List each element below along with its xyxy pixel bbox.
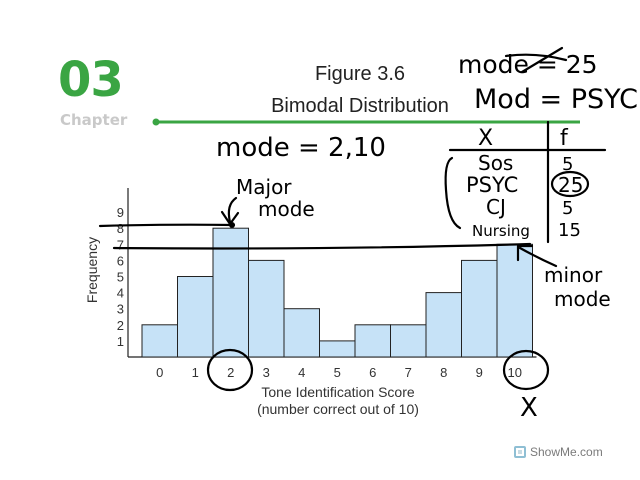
annotation-x-mark: X — [520, 393, 538, 423]
svg-text:Major: Major — [236, 175, 292, 199]
annotation-mode-values: mode = 2,10 — [216, 133, 386, 163]
svg-text:Sos: Sos — [478, 151, 513, 175]
minor-mode-arrowhead — [516, 244, 534, 262]
x-tick-label: 4 — [298, 365, 305, 380]
x-tick-label: 7 — [405, 365, 412, 380]
major-mode-arrowhead — [220, 210, 240, 226]
y-tick-label: 7 — [117, 237, 124, 252]
svg-text:X: X — [478, 126, 493, 151]
table-brace — [444, 156, 462, 230]
svg-text:Nursing: Nursing — [472, 222, 530, 240]
chapter-label: Chapter — [60, 111, 128, 129]
y-tick-label: 8 — [117, 221, 124, 236]
showme-logo-icon — [514, 446, 526, 458]
bar-score-10 — [496, 243, 533, 358]
x-tick-label: 3 — [263, 365, 270, 380]
svg-text:f: f — [560, 126, 569, 151]
showme-label: ShowMe.com — [530, 445, 603, 459]
bar-score-6 — [354, 324, 391, 358]
bar-score-3 — [248, 259, 285, 358]
svg-text:5: 5 — [562, 154, 573, 175]
divider-dot — [152, 118, 160, 126]
x-tick-label: 9 — [476, 365, 483, 380]
strike-line-2 — [504, 53, 568, 62]
svg-text:CJ: CJ — [486, 195, 506, 219]
svg-text:PSYC: PSYC — [466, 173, 518, 197]
y-tick-label: 2 — [117, 318, 124, 333]
annotation-major-mode: Major mode — [220, 175, 315, 226]
bar-score-2 — [212, 227, 249, 358]
annotation-mode-psyc: Mod = PSYC — [474, 84, 638, 115]
major-mode-arrow — [227, 196, 238, 224]
svg-text:minor: minor — [544, 263, 603, 287]
minor-mode-line — [112, 242, 532, 250]
annotation-table: X f Sos 5 PSYC 25 CJ 5 Nursing 15 — [444, 120, 607, 244]
bar-score-7 — [390, 324, 427, 358]
svg-text:15: 15 — [558, 220, 581, 241]
bar-score-4 — [283, 308, 320, 358]
bar-score-9 — [461, 259, 498, 358]
x-tick-label: 5 — [334, 365, 341, 380]
minor-mode-arrow — [518, 246, 558, 268]
circled-psyc-count — [550, 170, 590, 198]
major-mode-line — [98, 223, 236, 228]
bar-score-5 — [319, 340, 356, 358]
x-tick-label: 8 — [440, 365, 447, 380]
circle-score-2 — [206, 348, 254, 392]
svg-text:mode: mode — [554, 287, 611, 311]
svg-text:5: 5 — [562, 198, 573, 219]
y-tick-label: 4 — [117, 286, 124, 301]
x-tick-label: 10 — [508, 365, 522, 380]
y-tick-label: 1 — [117, 334, 124, 349]
circle-score-10 — [502, 349, 550, 391]
y-tick-label: 5 — [117, 270, 124, 285]
annotation-minor-mode: minor mode — [516, 244, 611, 311]
strike-line — [520, 46, 564, 74]
y-tick-label: 3 — [117, 302, 124, 317]
x-tick-label: 0 — [156, 365, 163, 380]
bar-score-8 — [425, 292, 462, 358]
x-axis-title: Tone Identification Score — [261, 384, 415, 400]
bar-score-1 — [177, 276, 214, 358]
x-axis-subtitle: (number correct out of 10) — [257, 401, 419, 417]
bar-score-0 — [141, 324, 178, 358]
y-axis-title: Frequency — [84, 237, 100, 303]
svg-text:mode: mode — [258, 197, 315, 221]
x-tick-label: 2 — [227, 365, 234, 380]
annotation-mode-struck: mode = 25 — [458, 46, 598, 79]
showme-watermark: ShowMe.com — [514, 445, 603, 459]
x-tick-label: 1 — [192, 365, 199, 380]
svg-text:25: 25 — [558, 173, 583, 197]
figure-title: Figure 3.6 — [314, 63, 406, 85]
chapter-number: 03 — [58, 52, 124, 108]
y-tick-label: 9 — [117, 205, 124, 220]
x-tick-label: 6 — [369, 365, 376, 380]
y-tick-label: 6 — [117, 253, 124, 268]
figure-subtitle: Bimodal Distribution — [271, 95, 449, 117]
